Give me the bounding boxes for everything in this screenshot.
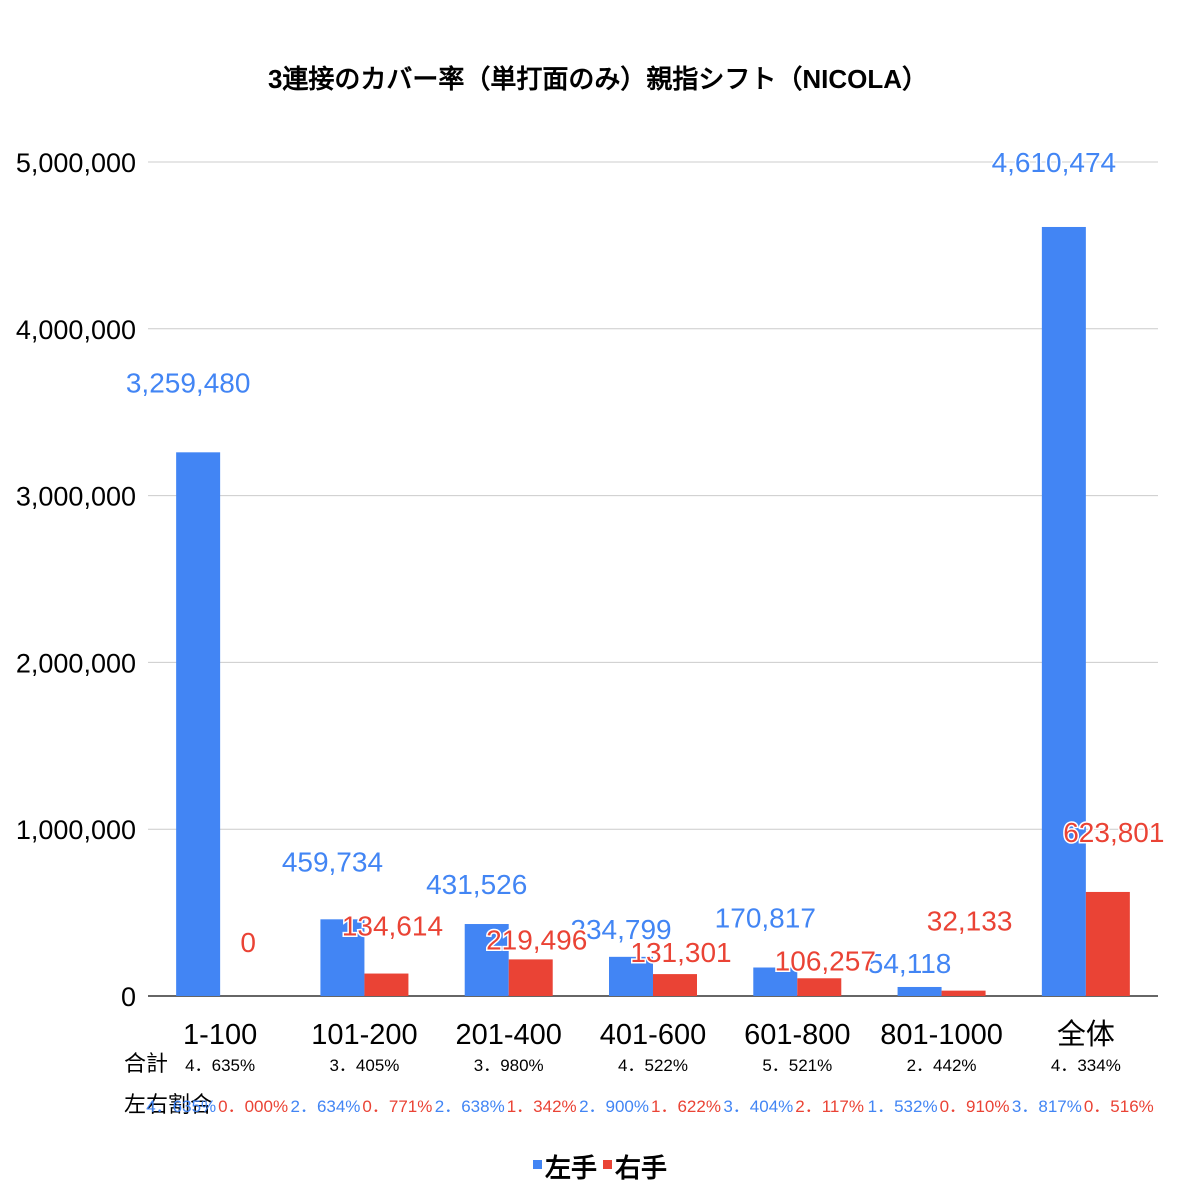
total-percent: 3．405%	[329, 1056, 399, 1075]
bar-right	[653, 974, 697, 996]
right-ratio-percent: 0．910%	[940, 1097, 1010, 1116]
right-ratio-percent: 0．516%	[1084, 1097, 1154, 1116]
y-tick-label: 2,000,000	[16, 648, 136, 678]
data-label: 431,526	[426, 869, 527, 900]
bar-left	[1041, 226, 1086, 997]
bar-right	[797, 978, 842, 996]
left-ratio-percent: 2．634%	[290, 1097, 360, 1116]
data-label: 0	[240, 927, 256, 958]
bars	[176, 226, 1130, 997]
x-tick-label: 101-200	[311, 1019, 417, 1051]
data-label: 4,610,474	[992, 147, 1117, 178]
data-label: 131,301	[630, 937, 731, 968]
legend-swatch	[533, 1160, 542, 1169]
percentage-table: 合計 左右割合 4．635%4．635% 0．000%3．405%2．634% 0．…	[124, 1051, 1154, 1117]
x-tick-label: 201-400	[455, 1019, 561, 1051]
total-percent: 4．635%	[185, 1056, 255, 1075]
bar-left	[464, 924, 509, 996]
data-label: 170,817	[715, 903, 816, 934]
right-ratio-percent: 1．622%	[651, 1097, 721, 1116]
x-tick-label: 601-800	[744, 1019, 850, 1051]
right-ratio-percent: 2．117%	[795, 1097, 864, 1116]
x-tick-label: 401-600	[600, 1019, 706, 1051]
data-labels: 3,259,480 459,734 431,526 234,799 170,817 54,…	[124, 145, 1166, 980]
y-tick-label: 0	[121, 982, 136, 1012]
data-label: 459,734	[282, 846, 383, 877]
data-label: 134,614	[342, 911, 443, 942]
legend-label: 左手	[545, 1153, 597, 1183]
left-ratio-percent: 3．817%	[1012, 1097, 1082, 1116]
bar-right	[1085, 891, 1130, 996]
data-label: 219,496	[486, 924, 587, 955]
x-axis-ticks: 1-100 101-200 201-400 401-600 601-800 801-100…	[183, 1018, 1115, 1051]
right-ratio-percent: 0．000%	[218, 1097, 288, 1116]
total-percent: 4．522%	[618, 1056, 688, 1075]
total-percent: 2．442%	[907, 1056, 977, 1075]
bar-right	[508, 959, 553, 996]
left-ratio-percent: 4．635%	[146, 1097, 216, 1116]
left-ratio-percent: 2．900%	[579, 1097, 649, 1116]
x-tick-label: 801-1000	[880, 1019, 1003, 1051]
total-percent: 4．334%	[1051, 1056, 1121, 1075]
left-ratio-percent: 1．532%	[868, 1097, 938, 1116]
bar-right	[364, 973, 409, 996]
data-label: 234,799	[570, 914, 671, 945]
legend-swatch	[603, 1160, 612, 1169]
right-ratio-percent: 0．771%	[362, 1097, 432, 1116]
total-row-label: 合計	[124, 1051, 168, 1076]
x-tick-label: 全体	[1057, 1018, 1115, 1051]
data-label: 106,257	[775, 945, 876, 976]
bar-left	[609, 956, 653, 996]
total-percent: 3．980%	[474, 1056, 544, 1075]
data-label: 54,118	[868, 948, 952, 979]
legend: 左手 右手	[533, 1153, 667, 1183]
x-tick-label: 1-100	[183, 1019, 257, 1051]
y-tick-label: 4,000,000	[16, 315, 136, 345]
left-ratio-percent: 2．638%	[435, 1097, 505, 1116]
total-percent: 5．521%	[762, 1056, 832, 1075]
y-tick-label: 3,000,000	[16, 482, 136, 512]
gridlines	[148, 161, 1158, 997]
data-label: 623,801	[1063, 817, 1164, 848]
legend-label: 右手	[615, 1153, 667, 1183]
data-label: 3,259,480	[126, 367, 251, 398]
bar-left	[320, 919, 365, 996]
y-axis-ticks: 0 1,000,000 2,000,000 3,000,000 4,000,000 5,0…	[16, 148, 136, 1012]
y-tick-label: 5,000,000	[16, 148, 136, 178]
left-ratio-percent: 3．404%	[723, 1097, 793, 1116]
bar-left	[897, 986, 942, 996]
data-label: 32,133	[927, 906, 1013, 937]
chart-title: 3連接のカバー率（単打面のみ）親指シフト（NICOLA）	[268, 64, 928, 94]
ratio-row-label: 左右割合	[124, 1092, 212, 1117]
bar-left	[176, 452, 221, 996]
bar-right	[941, 990, 986, 996]
y-tick-label: 1,000,000	[16, 815, 136, 845]
bar-left	[753, 967, 798, 996]
right-ratio-percent: 1．342%	[507, 1097, 577, 1116]
